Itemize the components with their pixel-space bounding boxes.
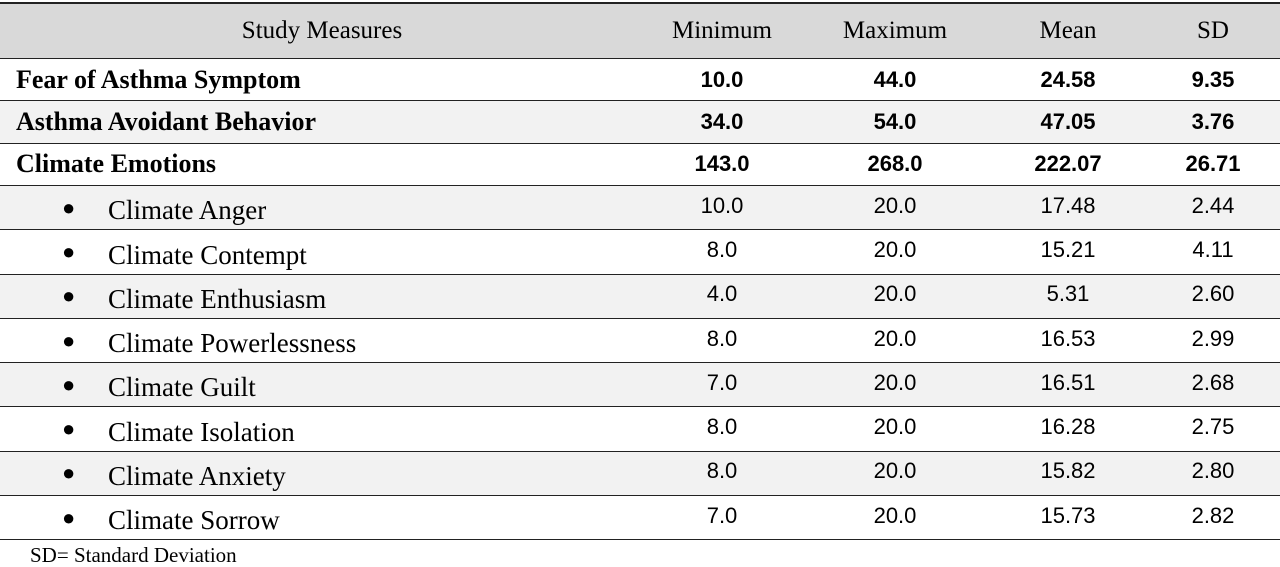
- value-cell: 2.60: [1191, 281, 1235, 307]
- bullet: ●: [62, 283, 76, 309]
- value-cell: 7.0: [706, 369, 738, 395]
- measure-label: Fear of Asthma Symptom: [16, 64, 301, 94]
- value-cell: 20.0: [873, 458, 917, 484]
- header-cell: Minimum: [671, 17, 772, 44]
- bullet: ●: [62, 371, 76, 397]
- value-cell: 16.51: [1040, 369, 1096, 395]
- header-cell: SD: [1197, 17, 1229, 44]
- value-cell: 2.80: [1191, 458, 1235, 484]
- value-cell: 4.0: [706, 281, 738, 307]
- value-cell: 2.82: [1191, 502, 1235, 528]
- value-cell: 20.0: [873, 281, 917, 307]
- bullet: ●: [62, 416, 76, 442]
- value-cell: 143.0: [694, 151, 750, 177]
- measure-label: Climate Isolation: [108, 416, 295, 447]
- value-cell: 54.0: [873, 109, 917, 135]
- value-cell: 3.76: [1191, 109, 1235, 135]
- value-cell: 4.11: [1192, 237, 1234, 263]
- value-cell: 47.05: [1040, 109, 1096, 135]
- measure-label: Climate Emotions: [16, 149, 217, 179]
- header-cell: Study Measures: [241, 17, 403, 44]
- value-cell: 8.0: [706, 458, 738, 484]
- value-cell: 9.35: [1191, 66, 1235, 92]
- subscale-row: ● Climate Sorrow 7.0 20.0 15.73 2.82: [0, 495, 1280, 541]
- footnote: SD= Standard Deviation: [30, 543, 237, 567]
- value-cell: 268.0: [867, 151, 923, 177]
- value-cell: 8.0: [706, 414, 738, 440]
- value-cell: 15.82: [1040, 458, 1096, 484]
- subscale-row: ● Climate Powerlessness 8.0 20.0 16.53 2.99: [0, 318, 1280, 364]
- value-cell: 2.68: [1191, 369, 1235, 395]
- subscale-row: ● Climate Anger 10.0 20.0 17.48 2.44: [0, 186, 1280, 231]
- value-cell: 8.0: [706, 325, 738, 351]
- bullet: ●: [62, 327, 76, 353]
- value-cell: 24.58: [1040, 66, 1096, 92]
- value-cell: 34.0: [700, 109, 744, 135]
- value-cell: 10.0: [700, 192, 744, 218]
- measure-label: Climate Anger: [108, 195, 267, 226]
- value-cell: 26.71: [1185, 151, 1241, 177]
- subscale-row: ● Climate Contempt 8.0 20.0 15.21 4.11: [0, 230, 1280, 275]
- measure-label: Climate Guilt: [108, 372, 256, 403]
- value-cell: 17.48: [1040, 192, 1096, 218]
- bullet: ●: [62, 239, 76, 265]
- value-cell: 8.0: [706, 237, 738, 263]
- value-cell: 20.0: [873, 325, 917, 351]
- subscale-row: ● Climate Guilt 7.0 20.0 16.51 2.68: [0, 363, 1280, 408]
- subscale-row: ● Climate Isolation 8.0 20.0 16.28 2.75: [0, 407, 1280, 452]
- measure-label: Climate Anxiety: [108, 460, 286, 491]
- bullet: ●: [62, 460, 76, 486]
- value-cell: 16.53: [1040, 325, 1096, 351]
- value-cell: 20.0: [873, 369, 917, 395]
- value-cell: 2.75: [1191, 414, 1235, 440]
- value-cell: 20.0: [873, 414, 917, 440]
- value-cell: 5.31: [1046, 281, 1090, 307]
- measure-label: Climate Enthusiasm: [108, 283, 327, 314]
- value-cell: 20.0: [873, 502, 917, 528]
- subscale-row: ● Climate Enthusiasm 4.0 20.0 5.31 2.60: [0, 274, 1280, 319]
- subscale-row: ● Climate Anxiety 8.0 20.0 15.82 2.80: [0, 451, 1280, 496]
- measure-row: Fear of Asthma Symptom 10.0 44.0 24.58 9.35: [0, 59, 1280, 102]
- bullet: ●: [62, 504, 76, 530]
- value-cell: 20.0: [873, 192, 917, 218]
- measure-label: Asthma Avoidant Behavior: [16, 107, 316, 137]
- header-cell: Maximum: [842, 17, 948, 44]
- measure-row: Climate Emotions 143.0 268.0 222.07 26.71: [0, 143, 1280, 187]
- header-cell: Mean: [1039, 17, 1097, 44]
- measure-label: Climate Powerlessness: [108, 328, 357, 359]
- value-cell: 15.21: [1040, 237, 1096, 263]
- value-cell: 15.73: [1040, 502, 1096, 528]
- value-cell: 20.0: [873, 237, 917, 263]
- value-cell: 44.0: [873, 66, 917, 92]
- value-cell: 16.28: [1040, 414, 1096, 440]
- value-cell: 2.44: [1191, 192, 1235, 218]
- measure-row: Asthma Avoidant Behavior 34.0 54.0 47.05 3.7…: [0, 101, 1280, 144]
- measure-label: Climate Contempt: [108, 239, 307, 270]
- value-cell: 2.99: [1191, 325, 1235, 351]
- value-cell: 7.0: [706, 502, 738, 528]
- bullet: ●: [62, 194, 76, 220]
- value-cell: 222.07: [1034, 151, 1102, 177]
- measure-label: Climate Sorrow: [108, 505, 280, 536]
- value-cell: 10.0: [700, 66, 744, 92]
- header-row: Study Measures Minimum Maximum Mean SD: [0, 2, 1280, 59]
